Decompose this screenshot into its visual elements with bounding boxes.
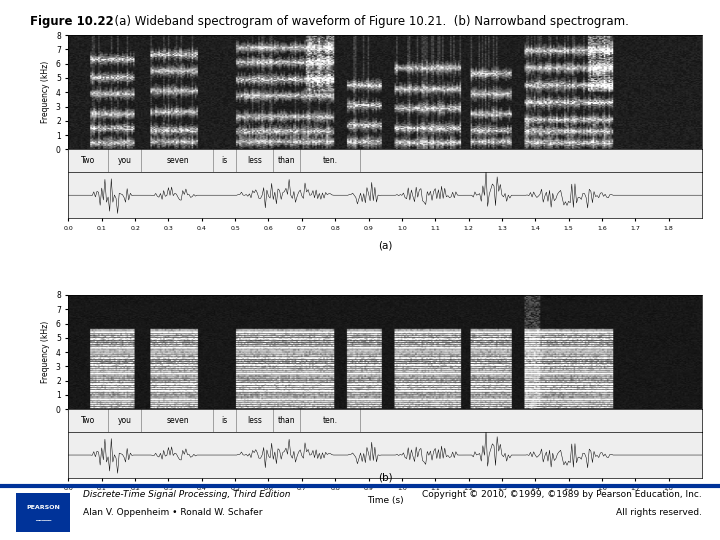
Text: (b): (b) <box>378 472 392 483</box>
Text: is: is <box>222 157 228 165</box>
Text: PEARSON: PEARSON <box>26 505 60 510</box>
Text: (a) Wideband spectrogram of waveform of Figure 10.21.  (b) Narrowband spectrogra: (a) Wideband spectrogram of waveform of … <box>107 15 629 28</box>
Y-axis label: Frequency (kHz): Frequency (kHz) <box>41 321 50 383</box>
Text: Copyright © 2010, ©1999, ©1989 by Pearson Education, Inc.: Copyright © 2010, ©1999, ©1989 by Pearso… <box>422 490 702 500</box>
Text: All rights reserved.: All rights reserved. <box>616 508 702 517</box>
Text: you: you <box>117 157 132 165</box>
Text: Alan V. Oppenheim • Ronald W. Schafer: Alan V. Oppenheim • Ronald W. Schafer <box>83 508 262 517</box>
Text: Two: Two <box>81 157 95 165</box>
Text: Two: Two <box>81 416 95 425</box>
Text: than: than <box>278 157 295 165</box>
Text: is: is <box>222 416 228 425</box>
Text: seven: seven <box>166 416 189 425</box>
X-axis label: Time (s): Time (s) <box>367 496 403 505</box>
Text: less: less <box>247 416 262 425</box>
Text: Figure 10.22: Figure 10.22 <box>30 15 114 28</box>
Text: Discrete-Time Signal Processing, Third Edition: Discrete-Time Signal Processing, Third E… <box>83 490 290 500</box>
Text: ten.: ten. <box>323 416 338 425</box>
Text: you: you <box>117 416 132 425</box>
Text: (a): (a) <box>378 240 392 251</box>
Text: than: than <box>278 416 295 425</box>
Y-axis label: Frequency (kHz): Frequency (kHz) <box>41 61 50 124</box>
Text: ─────: ───── <box>35 518 51 523</box>
Text: less: less <box>247 157 262 165</box>
Text: ten.: ten. <box>323 157 338 165</box>
Text: seven: seven <box>166 157 189 165</box>
